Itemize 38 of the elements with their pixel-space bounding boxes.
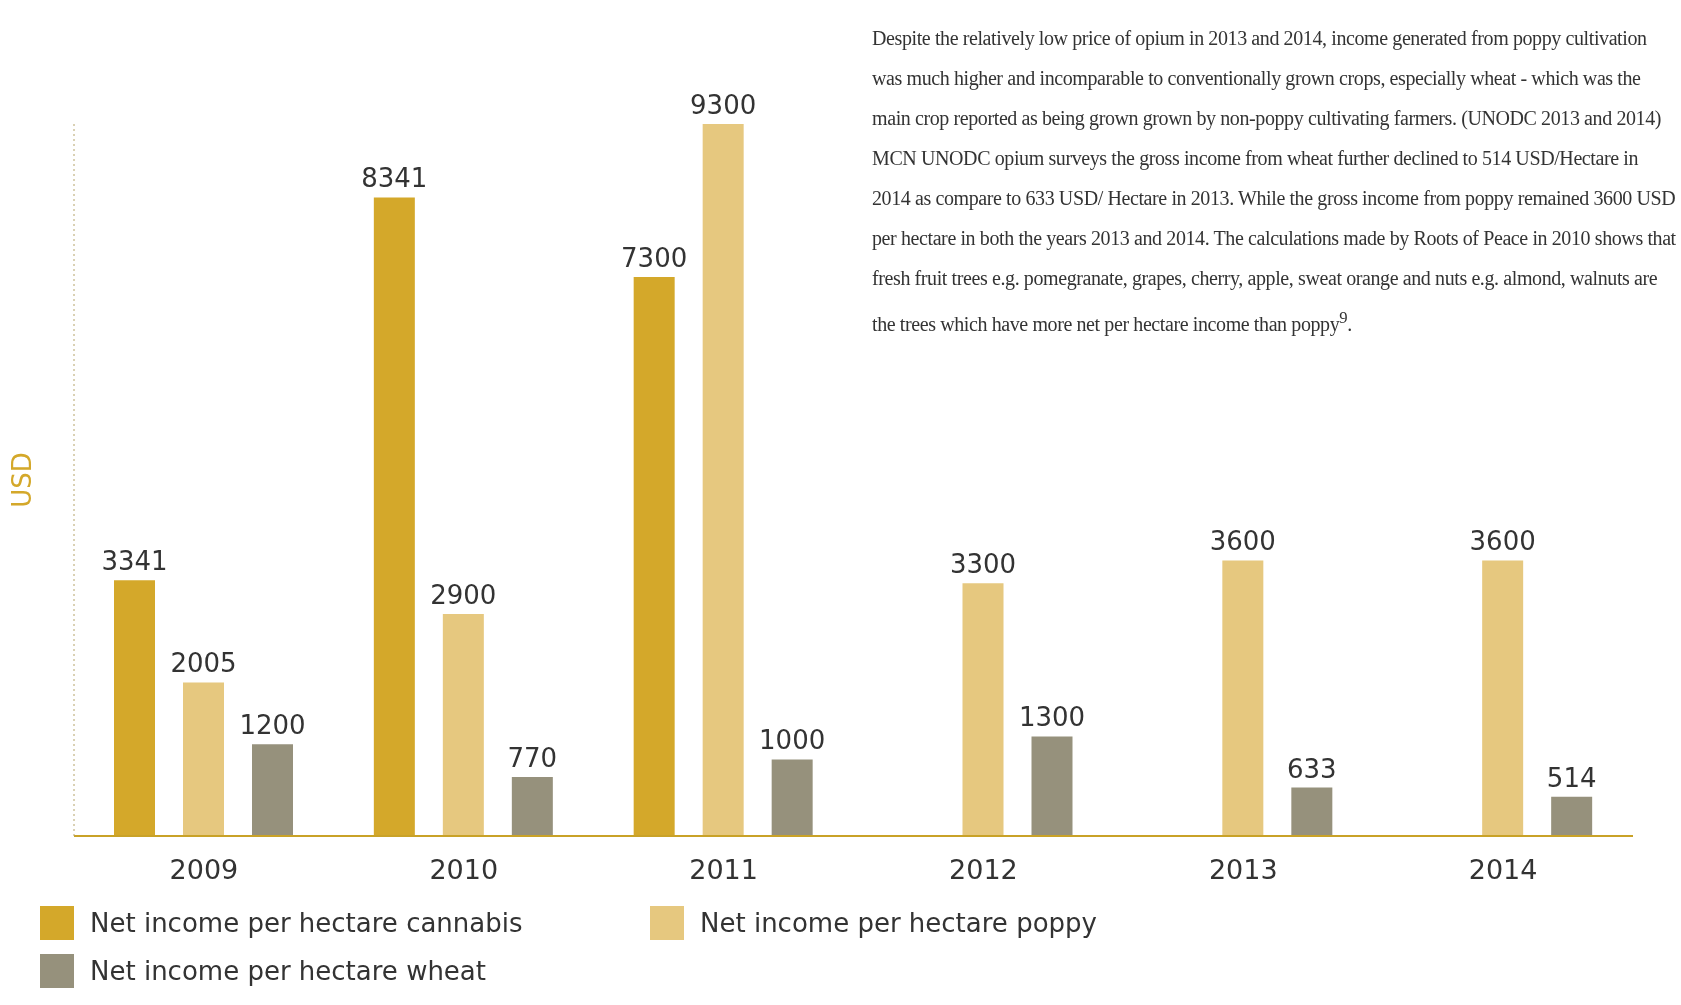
y-axis-title: USD (7, 452, 38, 508)
bar (962, 583, 1004, 836)
data-label: 633 (1287, 753, 1337, 784)
data-label: 7300 (621, 243, 688, 274)
data-label: 770 (507, 743, 558, 774)
bar (771, 759, 813, 836)
bar (511, 777, 553, 836)
bar (1482, 560, 1524, 836)
legend-label: Net income per hectare cannabis (90, 908, 523, 938)
data-label: 3300 (949, 549, 1017, 580)
data-label: 8341 (361, 163, 428, 194)
data-label: 1200 (239, 710, 306, 741)
legend-label: Net income per hectare wheat (90, 956, 486, 986)
bar (183, 682, 224, 836)
text: Despite the relatively low price of opium in 2013 and 2014, income generated from poppy cultivation was much higher and incomparable to conventionally grown crops, especially wheat - which was the main crop reported as being grown grown by non-poppy cultivating farmers. (UNODC 2013 and 2014) MCN UNODC opium surveys the gross income from wheat further declined to 514 USD/Hectare in 2014 as compare to 633 USD/ Hectare in 2013. While the gross income from poppy remained 3600 USD per hectare in both the years 2013 and 2014. The calculations made by Roots of Peace in 2010 shows that fresh fruit trees e.g. pomegranate, grapes, cherry, apple, sweat orange and nuts e.g. almond, walnuts are the trees which have more net per hectare income than poppy$^{9}$. (872, 27, 1676, 335)
bar (1551, 796, 1593, 836)
data-label: 9300 (690, 90, 757, 120)
data-label: 3600 (1209, 526, 1276, 557)
data-label: 2900 (430, 579, 497, 610)
data-label: 3600 (1469, 526, 1536, 557)
data-label: 1000 (759, 725, 826, 756)
bar (702, 124, 744, 836)
x-tick-label: 2011 (689, 854, 758, 886)
data-label: 3341 (101, 546, 168, 577)
x-tick-label: 2014 (1468, 854, 1538, 886)
bar (1291, 787, 1333, 836)
data-label: 1300 (1018, 702, 1086, 733)
x-tick-label: 2009 (169, 854, 239, 886)
bar (1031, 736, 1073, 836)
data-label: 514 (1546, 762, 1597, 793)
bar (252, 744, 293, 836)
legend-label: Net income per hectare poppy (700, 908, 1097, 938)
x-tick-label: 2013 (1208, 854, 1278, 886)
x-tick-label: 2010 (429, 854, 499, 886)
data-label: 2005 (170, 648, 237, 679)
x-tick-label: 2012 (949, 854, 1018, 886)
bar (1222, 560, 1264, 836)
bar (442, 613, 484, 836)
